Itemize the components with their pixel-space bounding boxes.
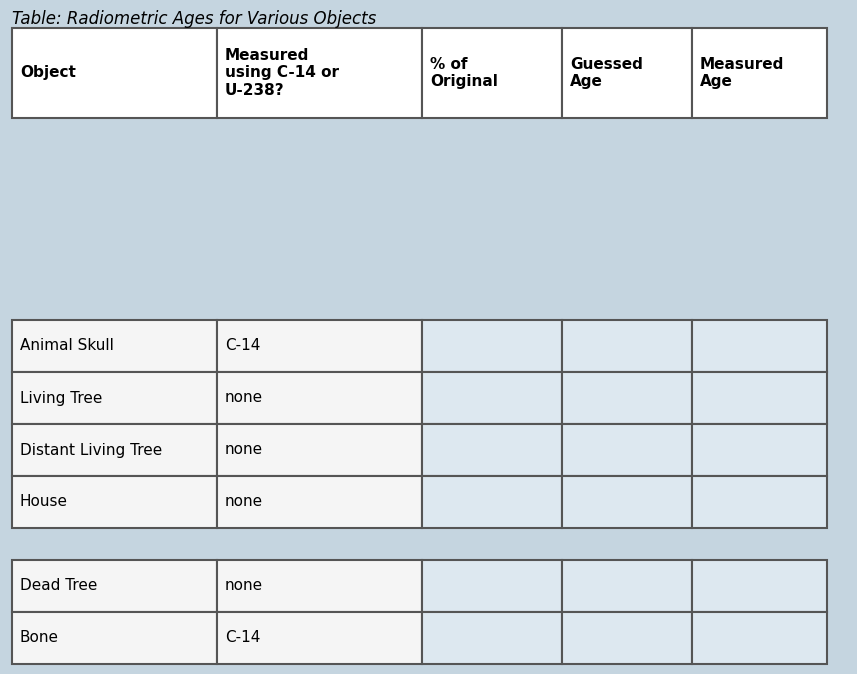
Bar [692,612,827,664]
Bar [562,28,692,118]
Text: Table: Radiometric Ages for Various Objects: Table: Radiometric Ages for Various Obje… [12,10,376,28]
Bar [422,28,562,118]
Bar [217,560,422,612]
Bar [217,424,422,476]
Text: Measured
using C-14 or
U-238?: Measured using C-14 or U-238? [225,48,339,98]
Bar [562,372,692,424]
Text: % of
Original: % of Original [430,57,498,89]
Text: Dead Tree: Dead Tree [20,578,98,594]
Bar [422,424,562,476]
Text: Distant Living Tree: Distant Living Tree [20,443,162,458]
Bar [692,372,827,424]
Text: C-14: C-14 [225,338,261,353]
Text: C-14: C-14 [225,630,261,646]
Bar [217,28,422,118]
Text: Living Tree: Living Tree [20,390,102,406]
Bar [217,320,422,372]
Bar [692,424,827,476]
Bar [692,476,827,528]
Bar [12,476,217,528]
Text: none: none [225,390,263,406]
Text: Bone: Bone [20,630,59,646]
Bar [217,476,422,528]
Bar [217,372,422,424]
Bar [562,320,692,372]
Bar [562,612,692,664]
Bar [422,476,562,528]
Bar [562,476,692,528]
Bar [692,28,827,118]
Bar [562,424,692,476]
Text: House: House [20,495,68,510]
Bar [12,612,217,664]
Bar [12,372,217,424]
Bar [692,560,827,612]
Bar [562,560,692,612]
Bar [12,560,217,612]
Bar [692,320,827,372]
Text: none: none [225,443,263,458]
Bar [422,320,562,372]
Text: Animal Skull: Animal Skull [20,338,114,353]
Text: none: none [225,495,263,510]
Bar [12,320,217,372]
Text: Object: Object [20,65,76,80]
Bar [422,560,562,612]
Bar [422,612,562,664]
Bar [12,424,217,476]
Text: Measured
Age: Measured Age [700,57,784,89]
Text: Guessed
Age: Guessed Age [570,57,643,89]
Bar [422,372,562,424]
Bar [217,612,422,664]
Text: none: none [225,578,263,594]
Bar [12,28,217,118]
